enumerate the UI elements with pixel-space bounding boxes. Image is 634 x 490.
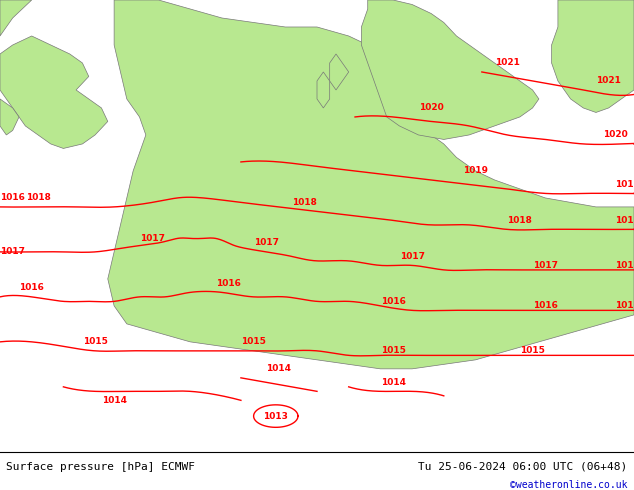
Text: 1015: 1015 [380, 346, 406, 355]
Polygon shape [552, 0, 634, 113]
Text: 1018: 1018 [615, 216, 634, 225]
Text: 1021: 1021 [596, 76, 621, 85]
Polygon shape [108, 0, 634, 369]
Text: 1016: 1016 [19, 283, 44, 293]
Text: 1017: 1017 [533, 261, 558, 270]
Text: 1016: 1016 [533, 301, 558, 310]
Text: Tu 25-06-2024 06:00 UTC (06+48): Tu 25-06-2024 06:00 UTC (06+48) [418, 462, 628, 472]
Text: 1015: 1015 [82, 337, 108, 346]
Text: 1015: 1015 [520, 346, 545, 355]
Polygon shape [317, 72, 330, 108]
Text: 1013: 1013 [263, 412, 288, 420]
Text: 1016: 1016 [615, 301, 634, 310]
Polygon shape [0, 99, 19, 135]
Text: 1018: 1018 [25, 194, 51, 202]
Polygon shape [330, 54, 349, 90]
Text: 1018: 1018 [292, 198, 317, 207]
Polygon shape [0, 36, 108, 148]
Text: 1019: 1019 [463, 167, 488, 175]
Text: 1017: 1017 [615, 261, 634, 270]
Polygon shape [0, 0, 32, 36]
Text: 1014: 1014 [266, 365, 292, 373]
Text: 1017: 1017 [139, 234, 165, 243]
Text: 1016: 1016 [380, 297, 406, 306]
Text: 1018: 1018 [507, 216, 533, 225]
Text: 1015: 1015 [241, 337, 266, 346]
Text: 1017: 1017 [399, 252, 425, 261]
Text: 1019: 1019 [615, 180, 634, 189]
Text: 1020: 1020 [602, 130, 628, 140]
Text: 1016: 1016 [216, 279, 241, 288]
Text: Surface pressure [hPa] ECMWF: Surface pressure [hPa] ECMWF [6, 462, 195, 472]
Polygon shape [361, 0, 539, 140]
Text: 1017: 1017 [0, 247, 25, 256]
Text: 1016: 1016 [0, 194, 25, 202]
Text: 1014: 1014 [101, 396, 127, 405]
Text: 1020: 1020 [418, 103, 444, 113]
Text: 1021: 1021 [495, 58, 520, 68]
Text: 1014: 1014 [380, 378, 406, 387]
Text: ©weatheronline.co.uk: ©weatheronline.co.uk [510, 480, 628, 490]
Text: 1017: 1017 [254, 239, 279, 247]
